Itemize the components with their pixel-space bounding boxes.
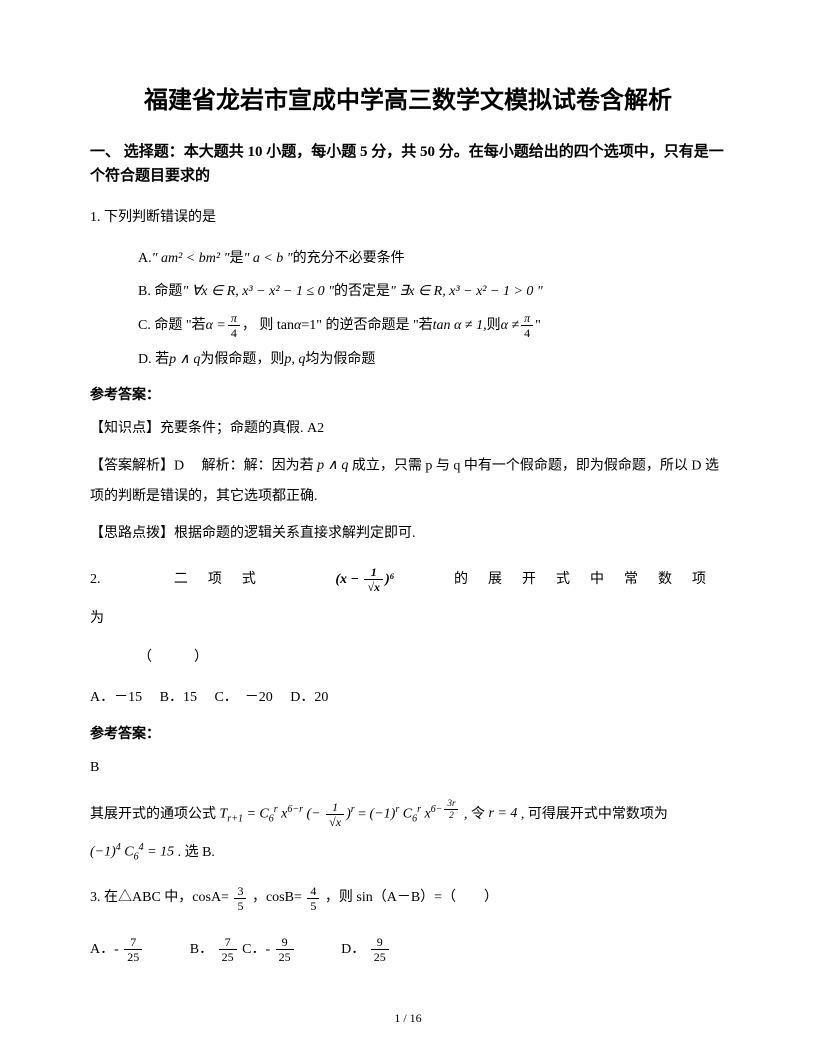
q2-exp-t: Tr+1 = C6r x6−r (− 1√x)r [220,799,355,830]
q2-stem: 2. 二项式 (x − 1√x)⁶ 的展开式中常数项 [90,565,726,596]
q1-exp2: 【答案解析】D 解析：解：因为若 p ∧ q 成立，只需 p 与 q 中有一个假… [90,451,726,513]
q1a-formula2: " a < b " [243,242,292,276]
q2-paren: （ ） [138,643,726,674]
q3-optc: C．- [242,942,274,957]
q3-optd-frac: 925 [371,936,389,963]
page-number: 1 / 16 [0,1011,816,1026]
q3-mid1: ，cosB= [252,890,305,905]
q1c-alpha-neq: α ≠ [501,309,520,343]
q3-optc-frac: 925 [276,936,294,963]
q2-exp2-f: (−1)4 C64 = 15 [90,837,174,868]
q1-exp2-pre: 【答案解析】D 解析：解：因为若 [90,459,317,474]
q2-options: A．－15 B．15 C． －20 D．20 [90,681,726,715]
q2-exp-f3: r = 4 [488,799,517,830]
q2-exp-f2: (−1)r C6r x6−3r2 [370,799,461,830]
q2-spread1: 二项式 [174,565,276,596]
q1d-mid: 为假命题，则 [200,343,284,377]
q1-exp3: 【思路点拨】根据命题的逻辑关系直接求解判定即可. [90,519,726,550]
q1c-tan: tan α ≠ 1, [433,309,487,343]
q1-option-b: B. 命题 " ∀x ∈ R, x³ − x² − 1 ≤ 0 " 的否定是 "… [138,275,726,309]
q2-exp-mid1: = [358,807,369,822]
q1-option-d: D. 若 p ∧ q 为假命题，则 p, q 均为假命题 [138,343,726,377]
q1c-pre: C. 命题 "若 [138,309,206,343]
q1c-frac2: π4 [521,312,533,339]
q2-stem-line2: 为 [90,604,726,635]
q1-option-c: C. 命题 "若 α = π4 ， 则 tan α =1" 的逆否命题是 "若 … [138,309,726,343]
q3-optb-frac: 725 [219,936,237,963]
q1c-alpha-eq: α = [206,309,226,343]
q1c-mid3: 则 [487,309,501,343]
q1c-mid1: ， 则 tan [242,309,294,343]
q2-answer-label: 参考答案： [90,723,726,743]
q3-frac-a: 35 [234,885,246,912]
q2-binomial: (x − 1√x)⁶ [335,565,394,596]
q1b-formula2: " ∃x ∈ R, x³ − x² − 1 > 0 " [390,275,543,309]
q2-exp2-post: . 选 B. [178,844,215,859]
q1-exp2-f: p ∧ q [317,451,348,482]
q1b-formula1: " ∀x ∈ R, x³ − x² − 1 ≤ 0 " [182,275,334,309]
q1c-mid2: =1" 的逆否命题是 "若 [301,309,432,343]
q1d-formula1: p ∧ q [169,343,200,377]
q1-exp1: 【知识点】充要条件；命题的真假. A2 [90,414,726,445]
q1-option-a: A. " am² < bm² " 是 " a < b " 的充分不必要条件 [138,242,726,276]
q3-optd: D． [299,942,365,957]
q1d-pre: D. 若 [138,343,169,377]
q3-stem: 3. 在△ABC 中，cosA= 35 ，cosB= 45 ，则 sin（A－B… [90,883,726,914]
q1a-post: 的充分不必要条件 [293,242,405,276]
q3-opta: A．- [90,942,122,957]
q1d-formula2: p, q [284,343,305,377]
q1a-mid: 是 [229,242,243,276]
q1-stem: 1. 下列判断错误的是 [90,203,726,234]
q1c-alpha: α [294,309,301,343]
q2-exp-pre: 其展开式的通项公式 [90,807,220,822]
q1c-post: " [535,309,541,343]
q1c-frac1: π4 [228,312,240,339]
q2-spread2: 的展开式中常数项 [454,565,726,596]
q3-mid2: ，则 sin（A－B）=（ ） [325,890,498,905]
q1a-formula1: " am² < bm² " [152,242,230,276]
q2-answer: B [90,753,726,784]
page-title: 福建省龙岩市宣成中学高三数学文模拟试卷含解析 [90,80,726,115]
q3-options: A．- 725 B． 725 C．- 925 D． 925 [90,929,726,971]
q3-opta-frac: 725 [124,936,142,963]
q2-pre: 2. [90,565,115,596]
q2-exp1: 其展开式的通项公式 Tr+1 = C6r x6−r (− 1√x)r = (−1… [90,799,726,831]
q3-optb: B． [148,942,213,957]
q1b-mid: 的否定是 [334,275,390,309]
q1b-pre: B. 命题 [138,275,182,309]
q2-exp-mid2: , 令 [464,807,489,822]
q3-frac-b: 45 [307,885,319,912]
q2-exp-post: , 可得展开式中常数项为 [521,807,668,822]
q1a-pre: A. [138,242,152,276]
q3-pre: 3. 在△ABC 中，cosA= [90,890,232,905]
section-header: 一、 选择题：本大题共 10 小题，每小题 5 分，共 50 分。在每小题给出的… [90,140,726,188]
q2-exp2: (−1)4 C64 = 15 . 选 B. [90,837,726,869]
q1d-post: 均为假命题 [305,343,375,377]
q1-answer-label: 参考答案： [90,384,726,404]
